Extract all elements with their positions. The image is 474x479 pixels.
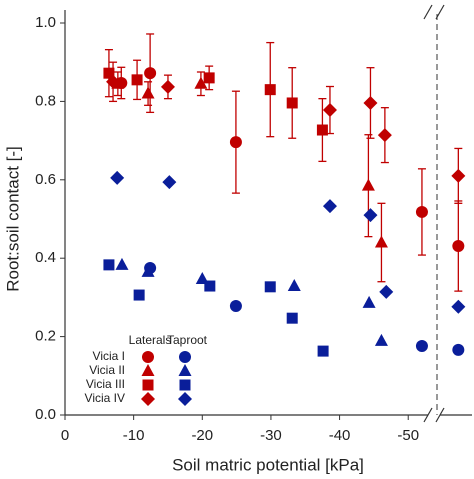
- legend-marker: [179, 351, 191, 363]
- legend-label: Vicia I: [93, 349, 125, 363]
- legend-marker: [142, 351, 154, 363]
- point: [103, 259, 115, 271]
- y-tick-label: 0.0: [35, 406, 56, 423]
- legend-marker: [141, 364, 155, 376]
- legend-marker: [178, 364, 192, 376]
- point: [317, 345, 329, 357]
- legend-marker: [179, 379, 191, 391]
- point: [287, 279, 301, 292]
- point: [451, 168, 466, 183]
- y-tick-label: 0.2: [35, 328, 56, 345]
- axis-break: [423, 407, 433, 423]
- x-tick-label: -40: [329, 427, 351, 444]
- point: [286, 97, 298, 109]
- point: [451, 299, 466, 314]
- point: [204, 280, 216, 292]
- point: [264, 281, 276, 293]
- legend-label: Vicia II: [89, 363, 125, 377]
- y-axis-title: Root:soil contact [-]: [3, 146, 22, 292]
- point: [452, 240, 465, 253]
- point: [363, 95, 378, 110]
- point: [103, 67, 115, 79]
- point: [160, 79, 175, 94]
- point: [141, 264, 155, 277]
- point: [322, 199, 337, 214]
- x-tick-label: 0: [61, 427, 69, 444]
- point: [264, 84, 276, 96]
- point: [229, 136, 242, 149]
- x-tick-label: -30: [260, 427, 282, 444]
- point: [377, 128, 392, 143]
- legend-marker: [142, 379, 154, 391]
- point: [203, 72, 215, 84]
- point: [229, 300, 242, 313]
- point: [452, 343, 465, 356]
- point: [133, 289, 145, 301]
- point: [363, 208, 378, 223]
- point: [362, 295, 376, 308]
- y-tick-label: 0.6: [35, 171, 56, 188]
- point: [415, 340, 428, 353]
- point: [415, 205, 428, 218]
- point: [286, 312, 298, 324]
- point: [374, 235, 388, 248]
- point: [115, 257, 129, 270]
- point: [110, 170, 125, 185]
- x-axis-title: Soil matric potential [kPa]: [172, 455, 364, 474]
- point: [194, 76, 208, 89]
- y-tick-label: 0.8: [35, 92, 56, 109]
- legend-label: Vicia IV: [85, 391, 125, 405]
- legend-marker: [141, 392, 155, 406]
- legend-marker: [178, 392, 192, 406]
- y-tick-label: 1.0: [35, 14, 56, 31]
- point: [144, 67, 157, 80]
- x-tick-label: -10: [123, 427, 145, 444]
- point: [361, 178, 375, 191]
- point: [322, 103, 337, 118]
- point: [131, 74, 143, 86]
- legend-header: Laterals: [129, 333, 172, 347]
- point: [316, 124, 328, 136]
- point: [374, 333, 388, 346]
- y-tick-label: 0.4: [35, 249, 56, 266]
- point: [141, 86, 155, 99]
- point: [162, 175, 177, 190]
- x-tick-label: -50: [397, 427, 419, 444]
- x-tick-label: -20: [191, 427, 213, 444]
- legend-label: Vicia III: [86, 377, 125, 391]
- legend-header: Taproot: [167, 333, 208, 347]
- point: [379, 284, 394, 299]
- axis-break: [423, 4, 433, 20]
- point: [106, 74, 121, 89]
- axis-break: [435, 407, 445, 423]
